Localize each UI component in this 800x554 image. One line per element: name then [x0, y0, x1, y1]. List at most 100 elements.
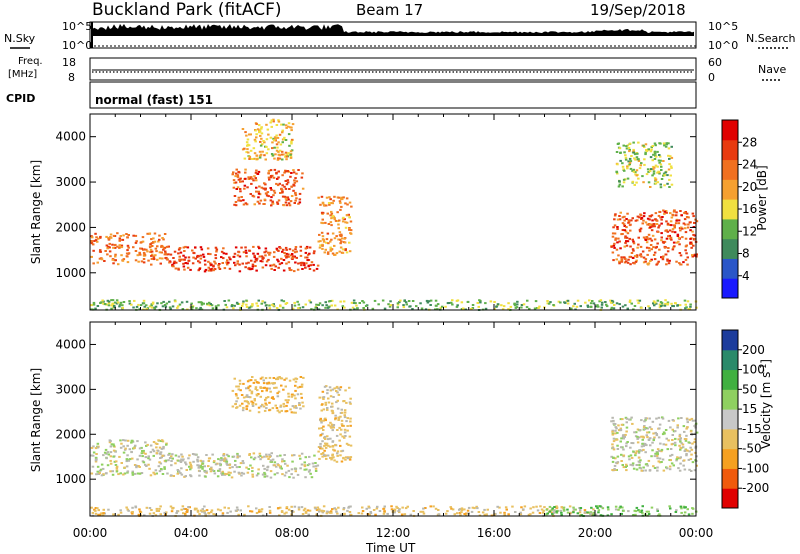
scatter-cell — [458, 511, 462, 514]
scatter-cell — [331, 410, 334, 413]
scatter-cell — [178, 258, 181, 261]
scatter-cell — [637, 302, 640, 305]
scatter-cell — [260, 456, 264, 459]
scatter-cell — [655, 223, 659, 225]
scatter-cell — [236, 303, 239, 305]
scatter-cell — [686, 426, 689, 429]
scatter-cell — [336, 429, 339, 431]
scatter-cell — [638, 464, 641, 466]
scatter-cell — [349, 397, 352, 400]
scatter-cell — [267, 176, 271, 179]
scatter-cell — [265, 260, 269, 263]
scatter-cell — [340, 460, 344, 463]
scatter-cell — [456, 304, 459, 307]
scatter-cell — [259, 377, 263, 380]
scatter-cell — [273, 464, 276, 467]
scatter-cell — [138, 466, 141, 468]
scatter-cell — [302, 509, 306, 512]
scatter-cell — [289, 155, 293, 158]
scatter-cell — [623, 219, 626, 222]
scatter-cell — [131, 512, 134, 515]
scatter-cell — [187, 506, 190, 508]
scatter-cell — [348, 241, 351, 244]
noise-sky-area — [92, 24, 694, 36]
scatter-cell — [180, 467, 183, 470]
scatter-cell — [251, 177, 254, 180]
scatter-cell — [651, 441, 654, 444]
scatter-cell — [636, 215, 640, 218]
scatter-cell — [238, 466, 241, 468]
scatter-cell — [328, 445, 332, 448]
scatter-cell — [626, 240, 630, 243]
scatter-cell — [647, 510, 650, 513]
scatter-cell — [285, 255, 289, 258]
scatter-cell — [638, 254, 642, 257]
scatter-cell — [167, 459, 170, 462]
scatter-cell — [214, 262, 217, 265]
scatter-cell — [127, 459, 131, 462]
scatter-cell — [258, 247, 261, 250]
scatter-cell — [626, 307, 629, 310]
scatter-cell — [473, 507, 476, 510]
scatter-cell — [348, 435, 352, 438]
scatter-cell — [591, 300, 594, 302]
scatter-cell — [345, 442, 349, 445]
scatter-cell — [172, 262, 176, 265]
scatter-cell — [292, 378, 296, 381]
scatter-cell — [635, 174, 638, 177]
scatter-cell — [330, 304, 333, 307]
scatter-cell — [296, 268, 300, 271]
scatter-cell — [611, 433, 615, 436]
scatter-cell — [257, 406, 261, 409]
scatter-cell — [139, 253, 142, 256]
scatter-cell — [667, 147, 671, 150]
scatter-cell — [541, 511, 545, 514]
scatter-cell — [664, 443, 668, 446]
scatter-cell — [147, 463, 150, 466]
scatter-cell — [321, 432, 324, 435]
scatter-cell — [171, 263, 174, 266]
scatter-cell — [318, 233, 321, 236]
scatter-cell — [171, 507, 174, 510]
scatter-cell — [196, 256, 199, 259]
scatter-cell — [289, 150, 293, 153]
scatter-cell — [672, 210, 676, 213]
scatter-cell — [156, 302, 159, 305]
scatter-cell — [271, 396, 274, 399]
scatter-cell — [643, 428, 647, 431]
scatter-cell — [180, 453, 183, 456]
scatter-cell — [345, 251, 349, 254]
scatter-cell — [173, 250, 177, 253]
scatter-cell — [155, 446, 158, 449]
scatter-cell — [201, 462, 205, 465]
scatter-cell — [272, 189, 276, 192]
scatter-cell — [269, 199, 273, 202]
scatter-cell — [560, 506, 563, 509]
scatter-cell — [339, 433, 342, 436]
scatter-cell — [336, 512, 339, 515]
scatter-cell — [284, 246, 288, 249]
scatter-cell — [344, 435, 347, 437]
scatter-cell — [330, 238, 333, 241]
scatter-cell — [327, 424, 330, 427]
scatter-cell — [94, 307, 97, 310]
scatter-cell — [613, 242, 616, 245]
scatter-cell — [201, 508, 204, 511]
scatter-cell — [123, 472, 127, 475]
scatter-cell — [677, 222, 681, 225]
scatter-cell — [560, 511, 563, 514]
scatter-cell — [336, 399, 339, 402]
scatter-cell — [275, 247, 279, 250]
scatter-cell — [182, 254, 185, 257]
scatter-cell — [343, 414, 346, 417]
scatter-cell — [165, 443, 168, 446]
scatter-cell — [467, 506, 471, 509]
scatter-cell — [348, 201, 352, 204]
scatter-cell — [237, 513, 240, 516]
scatter-cell — [331, 445, 335, 448]
scatter-cell — [627, 147, 631, 149]
scatter-cell — [92, 262, 95, 265]
scatter-cell — [255, 136, 258, 139]
scatter-cell — [247, 402, 250, 405]
scatter-cell — [199, 254, 203, 257]
